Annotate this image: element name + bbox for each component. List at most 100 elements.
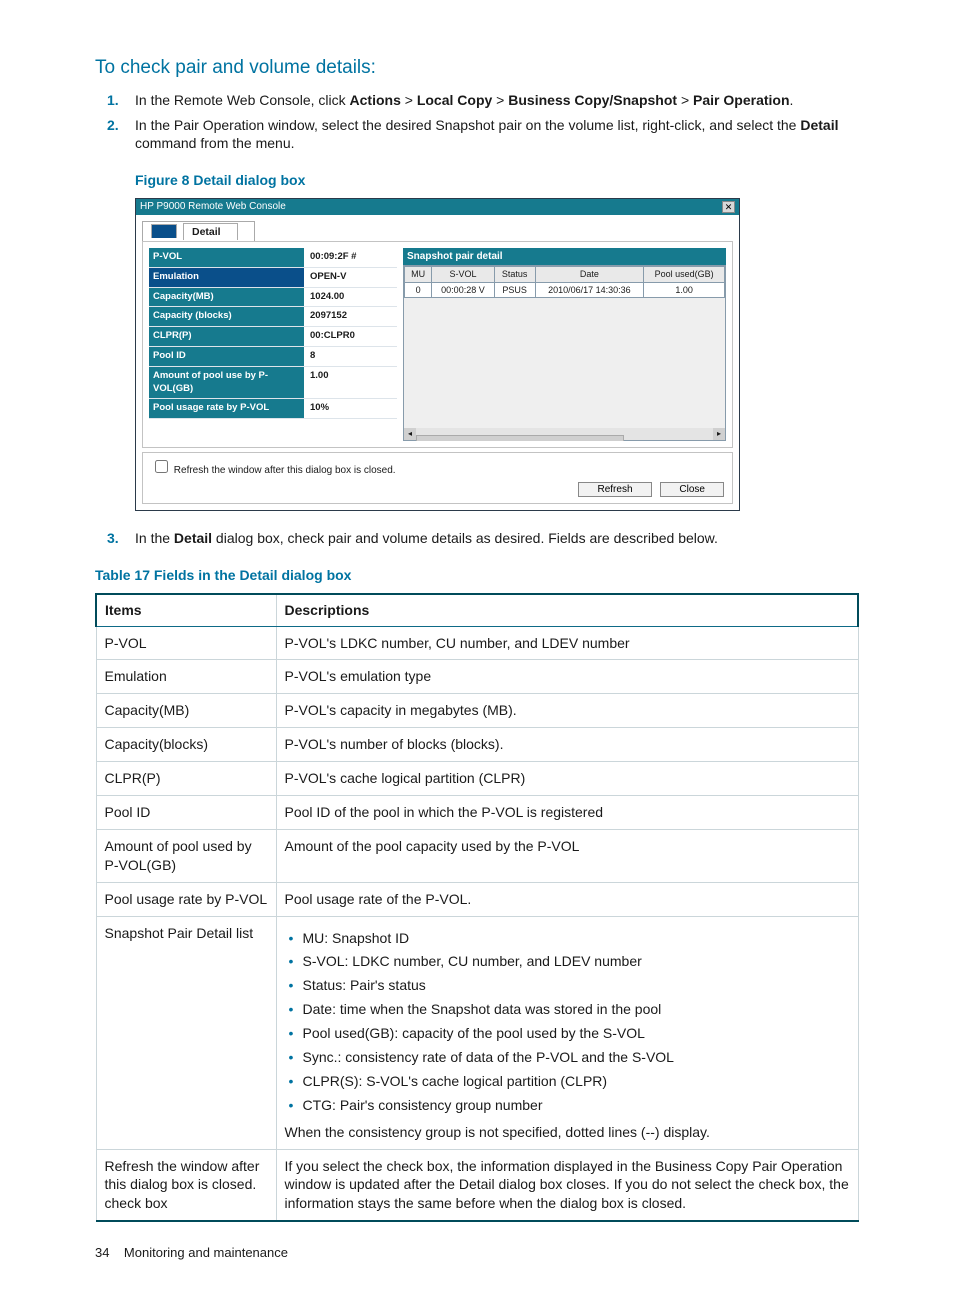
refresh-button[interactable]: Refresh [578, 482, 651, 497]
dialog-right-pane: Snapshot pair detail MU S-VOL Status Dat… [403, 248, 726, 442]
text: In the Remote Web Console, click [135, 92, 350, 108]
kv-label: Emulation [149, 268, 304, 287]
text: dialog box, check pair and volume detail… [212, 530, 718, 546]
gt: > [401, 92, 417, 108]
detail-dialog: HP P9000 Remote Web Console ✕ Detail P-V… [135, 198, 740, 511]
snapshot-grid: MU S-VOL Status Date Pool used(GB) 0 00:… [404, 266, 725, 297]
col-items: Items [96, 594, 276, 626]
snapshot-note: When the consistency group is not specif… [285, 1123, 850, 1142]
kv-label: P-VOL [149, 248, 304, 267]
kv-label: Amount of pool use by P-VOL(GB) [149, 367, 304, 399]
list-item: MU: Snapshot ID [303, 929, 850, 948]
cell: 1.00 [644, 282, 725, 297]
step-2: In the Pair Operation window, select the… [135, 116, 859, 154]
table-row: CLPR(P)P-VOL's cache logical partition (… [96, 762, 858, 796]
list-item: CTG: Pair's consistency group number [303, 1096, 850, 1115]
detail-dlg: Detail [174, 530, 212, 546]
step-1: In the Remote Web Console, click Actions… [135, 91, 859, 110]
list-item: Status: Pair's status [303, 976, 850, 995]
refresh-checkbox-text: Refresh the window after this dialog box… [174, 465, 396, 476]
scroll-left-icon[interactable]: ◂ [404, 428, 416, 440]
cell-desc: Pool usage rate of the P-VOL. [276, 882, 858, 916]
step-3: In the Detail dialog box, check pair and… [135, 529, 859, 548]
tab-label: Detail [183, 223, 238, 240]
cell-desc: If you select the check box, the informa… [276, 1149, 858, 1221]
table-row: P-VOLP-VOL's LDKC number, CU number, and… [96, 626, 858, 660]
scroll-right-icon[interactable]: ▸ [713, 428, 725, 440]
cell-item: Capacity(blocks) [96, 728, 276, 762]
cell-item: Pool ID [96, 796, 276, 830]
table-caption: Table 17 Fields in the Detail dialog box [95, 566, 859, 585]
period: . [790, 92, 794, 108]
text: In the Pair Operation window, select the… [135, 117, 800, 133]
cell: PSUS [494, 282, 535, 297]
kv-label: CLPR(P) [149, 327, 304, 346]
kv-value: OPEN-V [304, 268, 397, 287]
menu-actions: Actions [350, 92, 401, 108]
list-item: Sync.: consistency rate of data of the P… [303, 1048, 850, 1067]
col-pool-used[interactable]: Pool used(GB) [644, 267, 725, 282]
snapshot-pair-detail-title: Snapshot pair detail [403, 248, 726, 266]
tab-detail[interactable]: Detail [142, 221, 255, 241]
table-row: EmulationP-VOL's emulation type [96, 660, 858, 694]
close-button[interactable]: Close [660, 482, 724, 497]
list-item: Pool used(GB): capacity of the pool used… [303, 1024, 850, 1043]
kv-value: 8 [304, 347, 397, 366]
cell: 00:00:28 V [432, 282, 494, 297]
cell-desc: P-VOL's LDKC number, CU number, and LDEV… [276, 626, 858, 660]
table-row: Snapshot Pair Detail list MU: Snapshot I… [96, 916, 858, 1149]
refresh-checkbox-label[interactable]: Refresh the window after this dialog box… [151, 465, 396, 476]
cell-item: Emulation [96, 660, 276, 694]
kv-value: 00:CLPR0 [304, 327, 397, 346]
text: In the [135, 530, 174, 546]
cell-item: Amount of pool used by P-VOL(GB) [96, 829, 276, 882]
refresh-checkbox[interactable] [155, 460, 168, 473]
cell-desc: Pool ID of the pool in which the P-VOL i… [276, 796, 858, 830]
figure-caption: Figure 8 Detail dialog box [135, 171, 859, 190]
cell-item: Snapshot Pair Detail list [96, 916, 276, 1149]
table-row: Amount of pool used by P-VOL(GB)Amount o… [96, 829, 858, 882]
cell-desc: P-VOL's number of blocks (blocks). [276, 728, 858, 762]
col-mu[interactable]: MU [405, 267, 432, 282]
col-date[interactable]: Date [535, 267, 644, 282]
kv-value: 10% [304, 399, 397, 418]
cell: 2010/06/17 14:30:36 [535, 282, 644, 297]
kv-value: 2097152 [304, 307, 397, 326]
cell-desc: Amount of the pool capacity used by the … [276, 829, 858, 882]
menu-bc-snapshot: Business Copy/Snapshot [508, 92, 677, 108]
kv-value: 1.00 [304, 367, 397, 399]
cell-item: P-VOL [96, 626, 276, 660]
steps-list: In the Remote Web Console, click Actions… [95, 91, 859, 154]
kv-label: Capacity (blocks) [149, 307, 304, 326]
cell-desc: P-VOL's cache logical partition (CLPR) [276, 762, 858, 796]
tab-marker-icon [151, 224, 177, 238]
dialog-title-text: HP P9000 Remote Web Console [140, 200, 286, 214]
menu-local-copy: Local Copy [417, 92, 492, 108]
dialog-left-pane: P-VOL00:09:2F # EmulationOPEN-V Capacity… [149, 248, 397, 442]
gt: > [677, 92, 693, 108]
kv-label: Capacity(MB) [149, 288, 304, 307]
scroll-thumb[interactable] [416, 435, 624, 441]
text: command from the menu. [135, 135, 295, 151]
kv-label: Pool usage rate by P-VOL [149, 399, 304, 418]
fields-table: Items Descriptions P-VOLP-VOL's LDKC num… [95, 593, 859, 1223]
horizontal-scrollbar[interactable]: ◂ ▸ [404, 428, 725, 440]
close-icon[interactable]: ✕ [722, 201, 735, 213]
dialog-footer: Refresh the window after this dialog box… [142, 452, 733, 504]
cell-item: Pool usage rate by P-VOL [96, 882, 276, 916]
cell-item: Capacity(MB) [96, 694, 276, 728]
col-status[interactable]: Status [494, 267, 535, 282]
detail-cmd: Detail [800, 117, 838, 133]
list-item: S-VOL: LDKC number, CU number, and LDEV … [303, 952, 850, 971]
kv-label: Pool ID [149, 347, 304, 366]
section-heading: To check pair and volume details: [95, 55, 859, 81]
col-svol[interactable]: S-VOL [432, 267, 494, 282]
table-row: Pool IDPool ID of the pool in which the … [96, 796, 858, 830]
table-row: Refresh the window after this dialog box… [96, 1149, 858, 1221]
gt: > [492, 92, 508, 108]
page-footer: 34 Monitoring and maintenance [95, 1244, 859, 1262]
table-row[interactable]: 0 00:00:28 V PSUS 2010/06/17 14:30:36 1.… [405, 282, 725, 297]
snapshot-bullet-list: MU: Snapshot ID S-VOL: LDKC number, CU n… [285, 929, 850, 1115]
menu-pair-operation: Pair Operation [693, 92, 789, 108]
snapshot-grid-wrap: MU S-VOL Status Date Pool used(GB) 0 00:… [403, 265, 726, 441]
